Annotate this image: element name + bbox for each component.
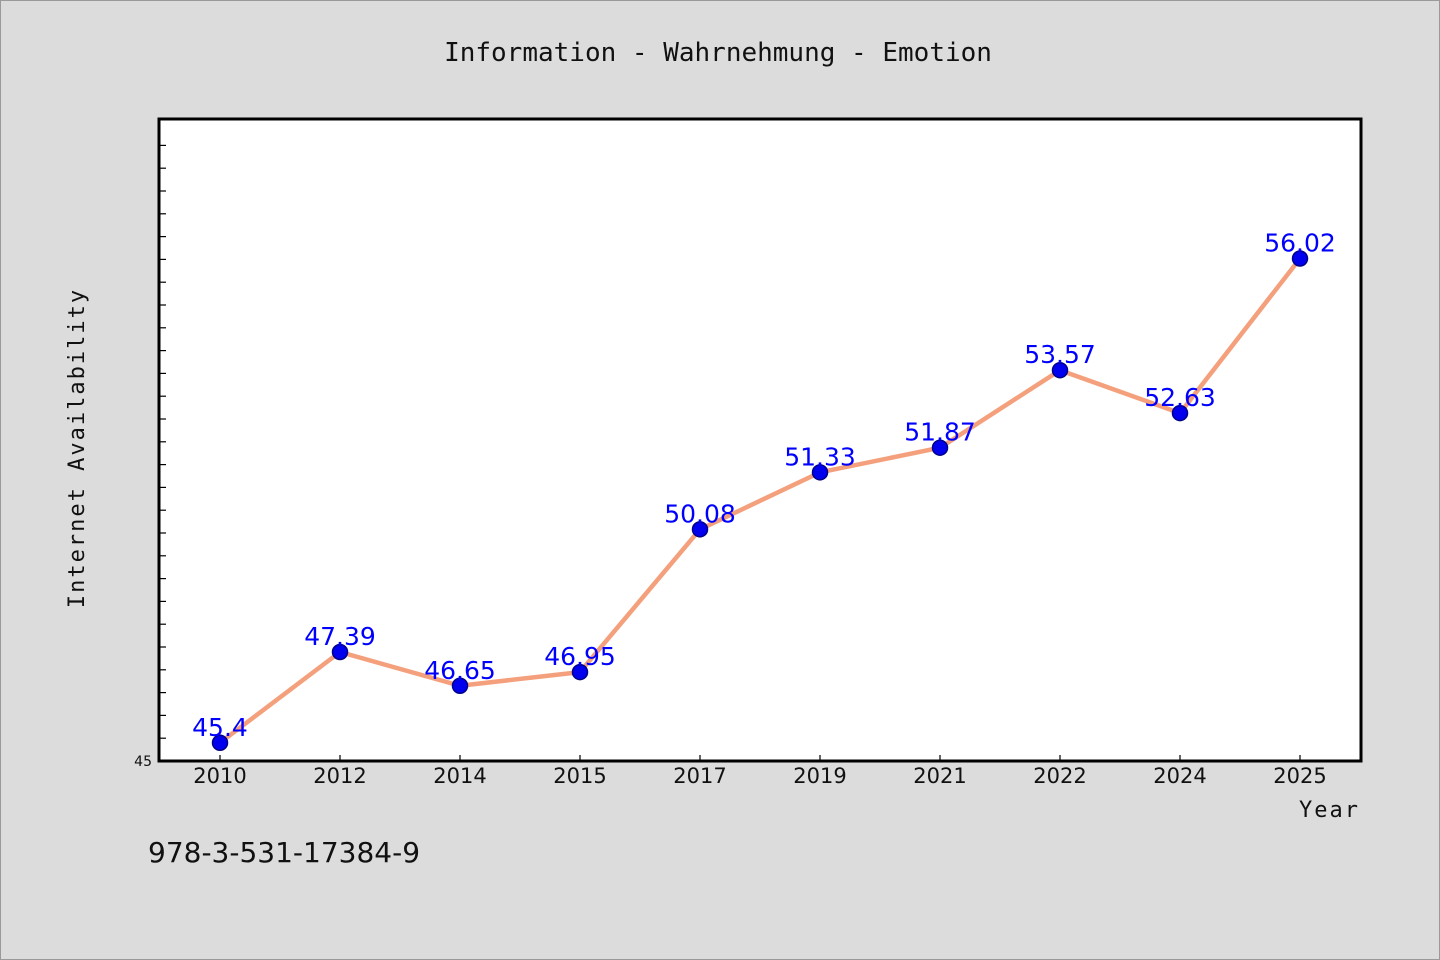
data-point [451,677,469,695]
data-label: 46.95 [544,642,616,671]
x-tick-label: 2010 [193,764,246,788]
x-tick-label: 2019 [793,764,846,788]
series-internet-availability [211,250,1309,752]
data-label: 56.02 [1264,228,1336,257]
data-label: 46.65 [424,656,496,685]
x-tick-label: 2022 [1033,764,1086,788]
data-point [1051,361,1069,379]
x-tick-label: 2021 [913,764,966,788]
x-axis-label: Year [1299,798,1360,823]
x-tick-label: 2024 [1153,764,1206,788]
y-axis-ticks [159,144,166,739]
data-labels: 45.4 47.39 46.65 46.95 50.08 51.33 51.87 53.57 5… [192,228,1336,741]
data-label: 50.08 [664,499,736,528]
data-point [931,439,949,456]
data-point [1171,404,1189,422]
data-label: 52.63 [1144,383,1216,412]
x-tick-label: 2025 [1273,764,1326,788]
data-point [1291,250,1309,267]
x-axis-ticks: 2010 2012 2014 2015 2017 2019 2021 2022 2024 2025 [193,755,1327,788]
x-tick-label: 2017 [673,764,726,788]
data-label: 51.33 [784,442,856,471]
data-point [571,663,589,681]
data-point [211,734,229,752]
isbn-text: 978-3-531-17384-9 [148,836,420,869]
x-tick-label: 2015 [553,764,606,788]
data-point [691,521,709,538]
data-point [811,464,829,481]
y-axis-label: Internet Availability [65,288,90,608]
x-tick-label: 2012 [313,764,366,788]
data-label: 47.39 [304,622,376,651]
chart-title: Information - Wahrnehmung - Emotion [444,38,992,68]
data-label: 45.4 [192,713,248,742]
y-tick-label-min: 45 [134,754,152,770]
data-point [331,643,349,661]
series-line [217,256,1303,746]
data-label: 53.57 [1024,340,1096,369]
plot-area [157,117,1363,763]
x-tick-label: 2014 [433,764,486,788]
data-label: 51.87 [904,418,976,447]
